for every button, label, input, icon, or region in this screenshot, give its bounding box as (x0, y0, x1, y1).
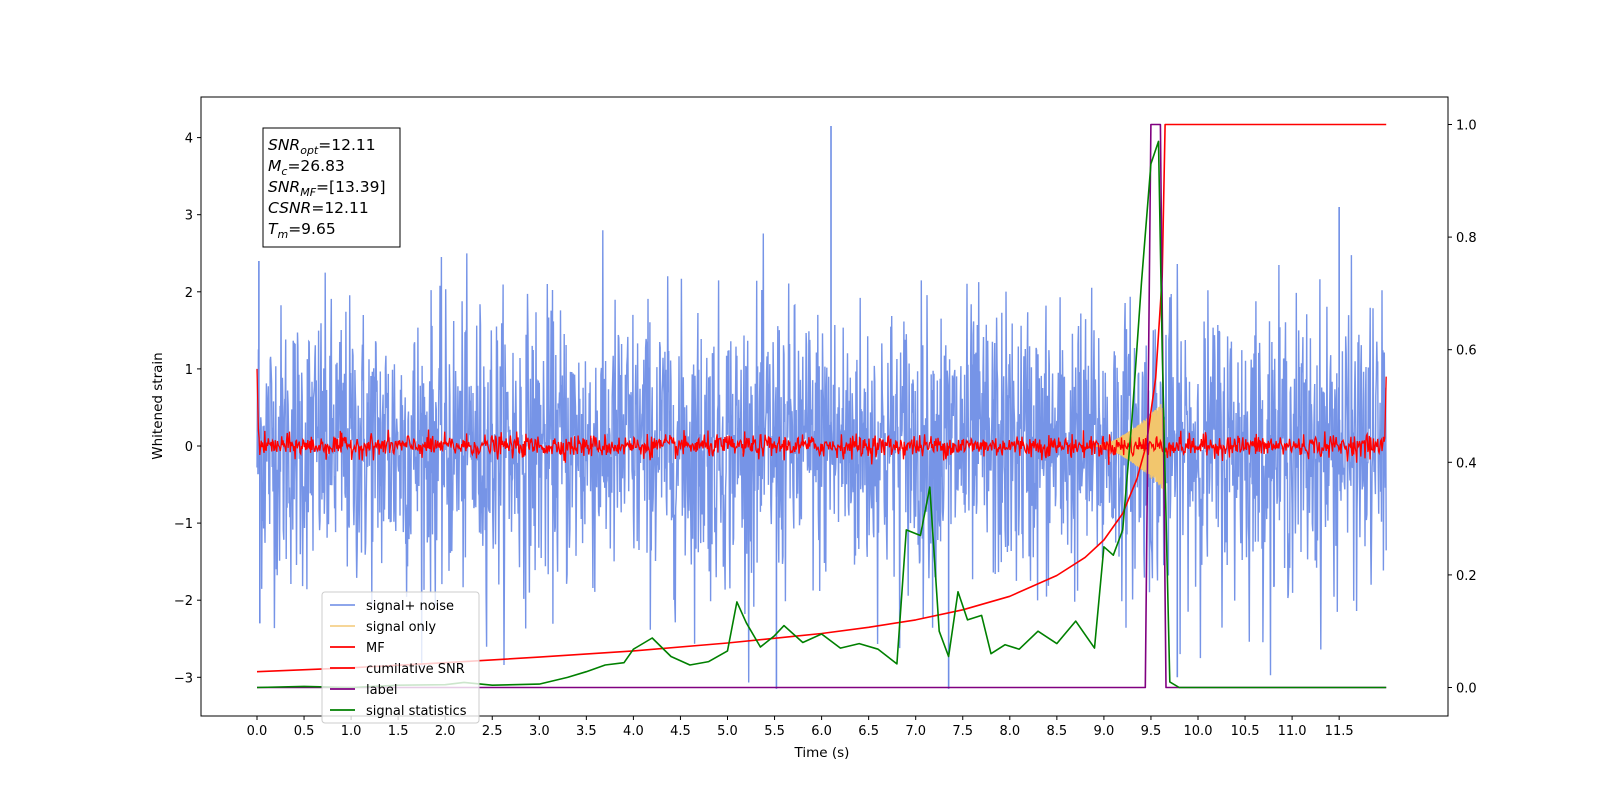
mc-annotation: Mc=26.83 (268, 157, 345, 178)
x-tick-label: 11.0 (1278, 724, 1307, 739)
y-tick-label: 2 (185, 286, 193, 301)
x-tick-label: 0.0 (247, 724, 268, 739)
y2-tick-label: 0.4 (1456, 456, 1477, 471)
x-tick-label: 5.5 (764, 724, 785, 739)
tm-annotation: Tm=9.65 (268, 220, 336, 241)
x-tick-label: 8.5 (1047, 724, 1068, 739)
y-tick-label: −1 (174, 517, 193, 532)
x-tick-label: 6.5 (858, 724, 879, 739)
y2-tick-label: 0.0 (1456, 682, 1477, 697)
y-axis-ticks: 4 3 2 1 0 −1 −2 −3 (174, 132, 201, 686)
x-tick-label: 1.5 (388, 724, 409, 739)
x-tick-label: 10.5 (1231, 724, 1260, 739)
x-tick-label: 3.0 (529, 724, 550, 739)
y-tick-label: 4 (185, 132, 193, 147)
cumulative-snr-series (256, 123, 1387, 673)
legend-label: MF (366, 641, 385, 656)
x-tick-label: 7.5 (952, 724, 973, 739)
legend-label: signal only (366, 620, 436, 635)
x-tick-label: 2.5 (482, 724, 503, 739)
x-tick-label: 2.0 (435, 724, 456, 739)
y2-tick-label: 0.6 (1456, 344, 1477, 359)
x-tick-label: 1.0 (341, 724, 362, 739)
signal-statistics-line (256, 140, 1387, 689)
y-axis-label: Whitened strain (150, 352, 166, 459)
signal-only-line (1094, 401, 1173, 492)
x-tick-label: 9.0 (1094, 724, 1115, 739)
y-tick-label: 3 (185, 209, 193, 224)
x-tick-label: 6.0 (811, 724, 832, 739)
y2-tick-label: 0.8 (1456, 231, 1477, 246)
y2-tick-label: 1.0 (1456, 119, 1477, 134)
x-tick-label: 10.0 (1184, 724, 1213, 739)
cumulative-snr-line (256, 123, 1387, 673)
x-tick-label: 4.5 (670, 724, 691, 739)
x-axis-label: Time (s) (794, 745, 850, 761)
y2-tick-label: 0.2 (1456, 569, 1477, 584)
y-tick-label: 0 (185, 440, 193, 455)
signal-only-series (1094, 401, 1173, 492)
mf-line (256, 368, 1387, 465)
y2-axis-ticks: 1.0 0.8 0.6 0.4 0.2 0.0 (1448, 119, 1477, 697)
x-tick-label: 3.5 (576, 724, 597, 739)
legend: signal+ noise signal only MF cumilative SNR… (321, 591, 480, 724)
plot-area (256, 123, 1387, 689)
y-tick-label: 1 (185, 363, 193, 378)
signal-noise-series (256, 126, 1387, 689)
legend-label: cumilative SNR (366, 662, 465, 677)
signal-statistics-series (256, 140, 1387, 689)
y-tick-label: −2 (174, 594, 193, 609)
metrics-annotation-box: SNRopt=12.11 Mc=26.83 SNRMF=[13.39] CSNR… (262, 127, 401, 248)
snr-mf-annotation: SNRMF=[13.39] (268, 178, 386, 199)
x-tick-label: 9.5 (1141, 724, 1162, 739)
x-tick-label: 5.0 (717, 724, 738, 739)
legend-label: label (366, 683, 397, 698)
csnr-annotation: CSNR=12.11 (268, 199, 369, 217)
x-tick-label: 11.5 (1325, 724, 1354, 739)
x-tick-label: 0.5 (294, 724, 315, 739)
signal-noise-line (256, 230, 1387, 683)
legend-label: signal+ noise (366, 599, 454, 614)
x-tick-label: 7.0 (905, 724, 926, 739)
x-tick-label: 8.0 (999, 724, 1020, 739)
y-tick-label: −3 (174, 671, 193, 686)
mf-series (256, 368, 1387, 465)
plot-frame (200, 96, 1449, 717)
x-tick-label: 4.0 (623, 724, 644, 739)
snr-opt-annotation: SNRopt=12.11 (268, 136, 376, 157)
legend-label: signal statistics (366, 704, 467, 719)
